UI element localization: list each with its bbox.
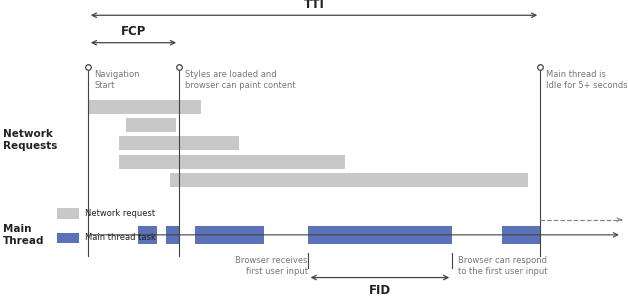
Text: Main
Thread: Main Thread <box>3 224 45 246</box>
Text: Main thread is
Idle for 5+ seconds: Main thread is Idle for 5+ seconds <box>546 70 628 90</box>
Text: FID: FID <box>369 284 391 297</box>
Text: Main thread task: Main thread task <box>85 233 156 242</box>
Text: Navigation
Start: Navigation Start <box>94 70 139 90</box>
Text: TTI: TTI <box>303 0 325 11</box>
Text: Network
Requests: Network Requests <box>3 130 58 151</box>
Bar <box>57 232 78 243</box>
Text: Network request: Network request <box>85 209 155 218</box>
Text: Browser can respond
to the first user input: Browser can respond to the first user in… <box>458 256 548 276</box>
Text: Styles are loaded and
browser can paint content: Styles are loaded and browser can paint … <box>185 70 296 90</box>
Text: FCP: FCP <box>121 25 146 38</box>
Bar <box>57 208 78 219</box>
Text: Browser receives
first user input: Browser receives first user input <box>236 256 308 276</box>
